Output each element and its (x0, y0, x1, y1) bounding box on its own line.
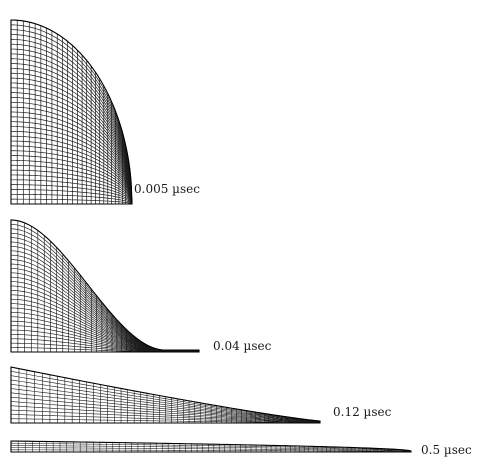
mesh-row-line (10, 140, 133, 205)
mesh-row-line (10, 131, 133, 205)
mesh-outline (10, 219, 200, 353)
mesh-row-line (10, 405, 321, 423)
mesh-row-line (10, 48, 133, 205)
mesh-row-line (10, 160, 133, 205)
mesh-row-line (10, 164, 133, 205)
mesh-row-line (11, 174, 133, 205)
mesh-row-line (10, 58, 133, 205)
mesh-row-line (10, 392, 321, 423)
mesh-row-line (10, 87, 133, 205)
mesh-row-line (10, 106, 133, 205)
mesh-row-line (10, 246, 199, 351)
mesh-row-line (10, 39, 133, 205)
mesh-outline (10, 440, 412, 453)
mesh-row-line (10, 445, 412, 452)
mesh-row-line (10, 329, 199, 352)
mesh-outline (10, 366, 321, 424)
mesh-row-line (10, 111, 133, 205)
mesh-row-line (10, 250, 199, 351)
mesh-row-line (10, 442, 412, 452)
mesh-row-line (11, 184, 133, 205)
mesh-row-line (10, 379, 321, 422)
time-label-0005: 0.005 µsec (134, 182, 200, 196)
mesh-row-line (11, 198, 133, 205)
mesh-row-line (10, 77, 133, 205)
mesh-grid (10, 440, 412, 453)
mesh-row-line (10, 126, 133, 205)
mesh-row-line (10, 298, 199, 352)
mesh-row-line (10, 97, 133, 205)
mesh-row-line (10, 29, 133, 205)
mesh-stage-012: 0.12 µsec (10, 366, 392, 424)
mesh-row-line (10, 82, 133, 205)
mesh-row-line (10, 53, 133, 205)
mesh-row-line (10, 116, 133, 205)
mesh-row-line (10, 68, 133, 205)
mesh-stage-004: 0.04 µsec (10, 219, 272, 353)
mesh-grid (10, 19, 133, 205)
mesh-row-line (11, 179, 133, 205)
mesh-row-line (10, 414, 321, 423)
mesh-row-line (10, 145, 133, 205)
mesh-stage-05: 0.5 µsec (10, 440, 472, 457)
mesh-outline (10, 19, 133, 205)
time-label-004: 0.04 µsec (213, 339, 272, 353)
mesh-stage-0005: 0.005 µsec (10, 19, 200, 205)
mesh-row-line (10, 409, 321, 423)
mesh-row-line (10, 447, 412, 452)
mesh-row-line (10, 388, 321, 423)
time-label-012: 0.12 µsec (333, 405, 392, 419)
mesh-row-line (10, 24, 133, 205)
mesh-row-line (10, 396, 321, 423)
mesh-row-line (10, 241, 199, 351)
time-label-05: 0.5 µsec (421, 443, 472, 457)
mesh-row-line (10, 92, 133, 205)
mesh-row-line (10, 383, 321, 422)
mesh-row-line (10, 34, 133, 205)
mesh-row-line (11, 150, 133, 205)
mesh-row-line (11, 193, 133, 205)
mesh-row-line (10, 135, 133, 205)
mesh-row-line (10, 101, 133, 205)
mesh-row-line (10, 155, 133, 205)
mesh-row-line (10, 401, 321, 423)
mesh-row-line (10, 307, 199, 352)
mesh-row-line (10, 72, 133, 205)
mesh-row-line (10, 43, 133, 205)
mesh-row-line (10, 375, 321, 422)
mesh-row-line (10, 189, 133, 205)
mesh-grid (10, 219, 200, 353)
mesh-row-line (10, 121, 133, 205)
mesh-row-line (10, 449, 412, 453)
mesh-row-line (10, 316, 199, 352)
mesh-row-line (10, 63, 133, 205)
mesh-row-line (11, 169, 133, 205)
